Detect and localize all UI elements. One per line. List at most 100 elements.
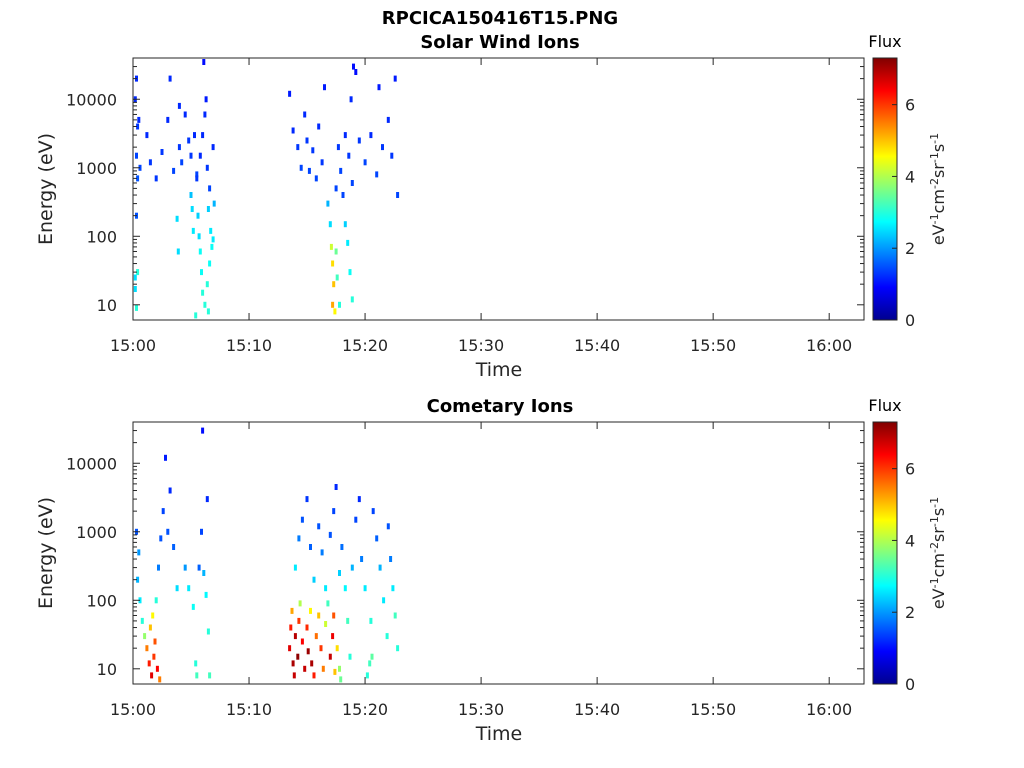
heatmap-cell [206, 628, 210, 635]
heatmap-cell [328, 221, 332, 228]
plot-area [132, 421, 865, 685]
heatmap-cell [201, 427, 205, 434]
heatmap-cell [296, 144, 300, 151]
heatmap-cell [136, 123, 140, 130]
heatmap-cell [157, 564, 160, 571]
unit-sr-exp: -1 [928, 516, 941, 527]
heatmap-cell [201, 132, 205, 139]
x-tick-label: 15:40 [574, 700, 620, 719]
heatmap-cell [205, 496, 209, 503]
heatmap-cell [206, 308, 210, 315]
heatmap-cell [309, 544, 312, 550]
heatmap-cell [148, 159, 152, 166]
heatmap-cell [197, 564, 201, 571]
unit-ev: eV [929, 588, 948, 609]
heatmap-cell [191, 227, 195, 234]
unit-sr: sr [929, 527, 948, 542]
heatmap-cell [202, 59, 206, 65]
heatmap-cell [208, 185, 212, 192]
heatmap-cell [320, 159, 324, 166]
x-tick-label: 16:00 [806, 336, 852, 355]
colorbar-axis: 0 2 4 6 [892, 96, 915, 330]
heatmap-cell [343, 132, 347, 139]
heatmap-cell [145, 645, 149, 652]
colorbar [872, 421, 898, 685]
heatmap-cell [310, 660, 314, 667]
heatmap-cell [136, 576, 140, 583]
y-tick-label: 1000 [76, 523, 117, 542]
heatmap-cell [168, 75, 172, 82]
y-axis-label: Energy (eV) [35, 497, 57, 609]
heatmap-cell [212, 200, 216, 207]
heatmap-cell [299, 164, 303, 171]
heatmap-cell [193, 132, 196, 139]
heatmap-cell [133, 274, 137, 281]
heatmap-cell [339, 167, 343, 174]
heatmap-cell [133, 286, 137, 292]
x-tick-label: 16:00 [806, 700, 852, 719]
heatmap-cell [391, 585, 395, 592]
heatmap-cell [324, 621, 328, 627]
y-tick-label: 10 [97, 660, 117, 679]
heatmap-cell [195, 171, 199, 178]
heatmap-cell [209, 227, 213, 234]
heatmap-cell [346, 617, 350, 624]
colorbar-tick-label: 4 [905, 167, 915, 186]
heatmap-cell [166, 116, 170, 123]
heatmap-cell [377, 84, 381, 91]
x-tick-label: 15:10 [226, 336, 272, 355]
heatmap-cell [319, 645, 323, 652]
heatmap-cell [297, 535, 301, 542]
heatmap-cell [332, 508, 336, 515]
x-axis: 15:00 15:10 15:20 15:30 15:40 15:50 16:00 [110, 422, 852, 719]
heatmap-cell [317, 123, 321, 130]
colorbar-tick-label: 6 [905, 96, 915, 115]
y-tick-label: 10000 [66, 454, 117, 473]
heatmap-cell [137, 116, 141, 123]
heatmap-cell [314, 175, 318, 182]
heatmap-cell [155, 665, 159, 672]
x-tick-label: 15:00 [110, 700, 156, 719]
heatmap-cell [143, 633, 147, 640]
heatmap-cell [305, 137, 309, 144]
heatmap-cell [317, 523, 321, 530]
heatmap-cell [300, 516, 304, 523]
heatmap-cell [204, 591, 208, 598]
heatmap-cell [331, 301, 335, 308]
heatmap-cell [332, 612, 336, 619]
heatmap-cell [334, 484, 338, 490]
heatmap-cell [370, 653, 374, 660]
heatmap-cell [187, 137, 191, 144]
heatmap-cell [340, 544, 344, 550]
heatmap-cell [375, 171, 379, 178]
unit-cm-exp: -2 [928, 178, 941, 189]
heatmap-cell [350, 296, 354, 303]
y-tick-label: 100 [86, 227, 117, 246]
y-tick-label: 10000 [66, 90, 117, 109]
heatmap-cell [303, 665, 307, 672]
heatmap-cell [338, 301, 341, 308]
heatmap-cell [175, 215, 179, 222]
heatmap-cell [135, 152, 138, 159]
heatmap-cell [293, 633, 297, 640]
heatmap-cell [194, 312, 198, 319]
heatmap-cell [290, 607, 294, 614]
heatmap-cell [363, 159, 367, 166]
colorbar-title: Flux [868, 396, 901, 415]
x-tick-label: 15:00 [110, 336, 156, 355]
y-tick-label: 10 [97, 296, 117, 315]
colorbar-tick-label: 2 [905, 603, 915, 622]
heatmap-cell [189, 192, 193, 198]
unit-sr: sr [929, 163, 948, 178]
panel-title: Solar Wind Ions [420, 32, 579, 53]
heatmap-cell [354, 516, 358, 523]
heatmap-cell [153, 638, 157, 645]
heatmap-cell [381, 144, 384, 151]
heatmap-cell [393, 75, 397, 82]
heatmap-cell [354, 69, 358, 75]
heatmap-cell [389, 556, 393, 562]
y-axis: 10 100 1000 10000 [66, 57, 864, 315]
heatmap-cell [333, 308, 337, 315]
unit-sr-exp: -1 [928, 152, 941, 163]
